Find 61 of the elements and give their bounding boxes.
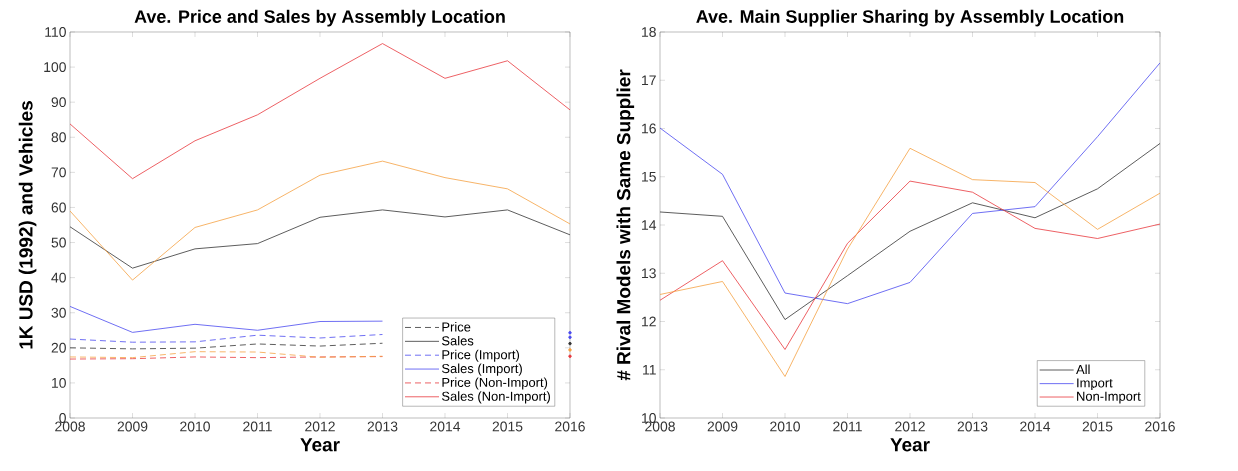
legend-label: Sales <box>442 335 474 346</box>
chart-title: Ave. Price and Sales by Assembly Location <box>134 9 505 27</box>
x-tick-label: 2009 <box>707 421 738 432</box>
y-tick-label: 18 <box>642 27 656 37</box>
x-tick-label: 2011 <box>243 421 272 432</box>
y-tick-label: 15 <box>642 171 656 182</box>
x-tick-label: 2009 <box>117 421 148 432</box>
x-tick-label: 2012 <box>895 421 925 432</box>
x-tick-label: 2008 <box>645 421 675 432</box>
x-tick-label: 2016 <box>1145 421 1175 432</box>
x-tick-label: 2012 <box>305 421 335 432</box>
line-series <box>660 143 1160 320</box>
x-tick-label: 2010 <box>770 421 800 432</box>
y-tick-label: 110 <box>45 27 66 37</box>
y-tick-label: 100 <box>44 62 66 73</box>
x-tick-label: 2013 <box>367 421 398 432</box>
y-axis-title: # Rival Models with Same Supplier <box>616 69 635 381</box>
x-tick-label: 2013 <box>957 421 988 432</box>
chart-title: Ave. Main Supplier Sharing by Assembly Location <box>696 9 1124 27</box>
legend-label: Import <box>1077 378 1113 391</box>
y-tick-label: 0 <box>59 413 66 423</box>
y-tick-label: 20 <box>51 342 66 353</box>
y-tick-label: 10 <box>52 377 66 388</box>
y-tick-label: 70 <box>51 167 66 178</box>
legend-label: Price (Import) <box>442 349 520 362</box>
y-tick-label: 16 <box>642 123 656 134</box>
y-tick-label: 17 <box>642 75 656 86</box>
y-tick-label: 14 <box>642 220 657 230</box>
y-tick-label: 30 <box>51 307 66 318</box>
x-tick-label: 2015 <box>1082 421 1113 432</box>
legend-label: Sales (Non-Import) <box>442 391 550 404</box>
legend-label: All <box>1076 364 1090 374</box>
line-series <box>660 147 1160 377</box>
x-axis-title: Year <box>300 438 340 452</box>
line-series <box>70 209 570 269</box>
legend-label: Non-Import <box>1077 391 1141 404</box>
y-tick-label: 40 <box>51 272 66 283</box>
y-tick-label: 11 <box>643 364 656 375</box>
x-axis-title: Year <box>890 438 930 452</box>
y-axis-title: 1K USD (1992) and Vehicles <box>18 101 37 349</box>
y-tick-label: 50 <box>51 237 66 248</box>
x-tick-label: 2016 <box>555 421 585 432</box>
x-tick-label: 2014 <box>430 421 461 432</box>
x-tick-label: 2014 <box>1020 421 1051 432</box>
legend-label: Price <box>442 322 471 332</box>
line-series <box>660 62 1160 305</box>
x-tick-label: 2011 <box>833 421 862 432</box>
legend-label: Price (Non-Import) <box>442 377 548 390</box>
x-tick-label: 2010 <box>180 421 210 432</box>
x-tick-label: 2008 <box>55 421 85 432</box>
x-tick-label: 2015 <box>492 421 523 432</box>
y-tick-label: 60 <box>51 202 66 213</box>
line-series <box>70 160 570 281</box>
y-tick-label: 90 <box>51 97 66 108</box>
y-tick-label: 13 <box>642 268 656 279</box>
y-tick-label: 80 <box>51 132 66 143</box>
legend-label: Sales (Import) <box>442 363 522 376</box>
y-tick-label: 10 <box>642 413 656 423</box>
y-tick-label: 12 <box>642 316 656 327</box>
line-series <box>70 43 570 180</box>
line-series <box>660 180 1160 350</box>
